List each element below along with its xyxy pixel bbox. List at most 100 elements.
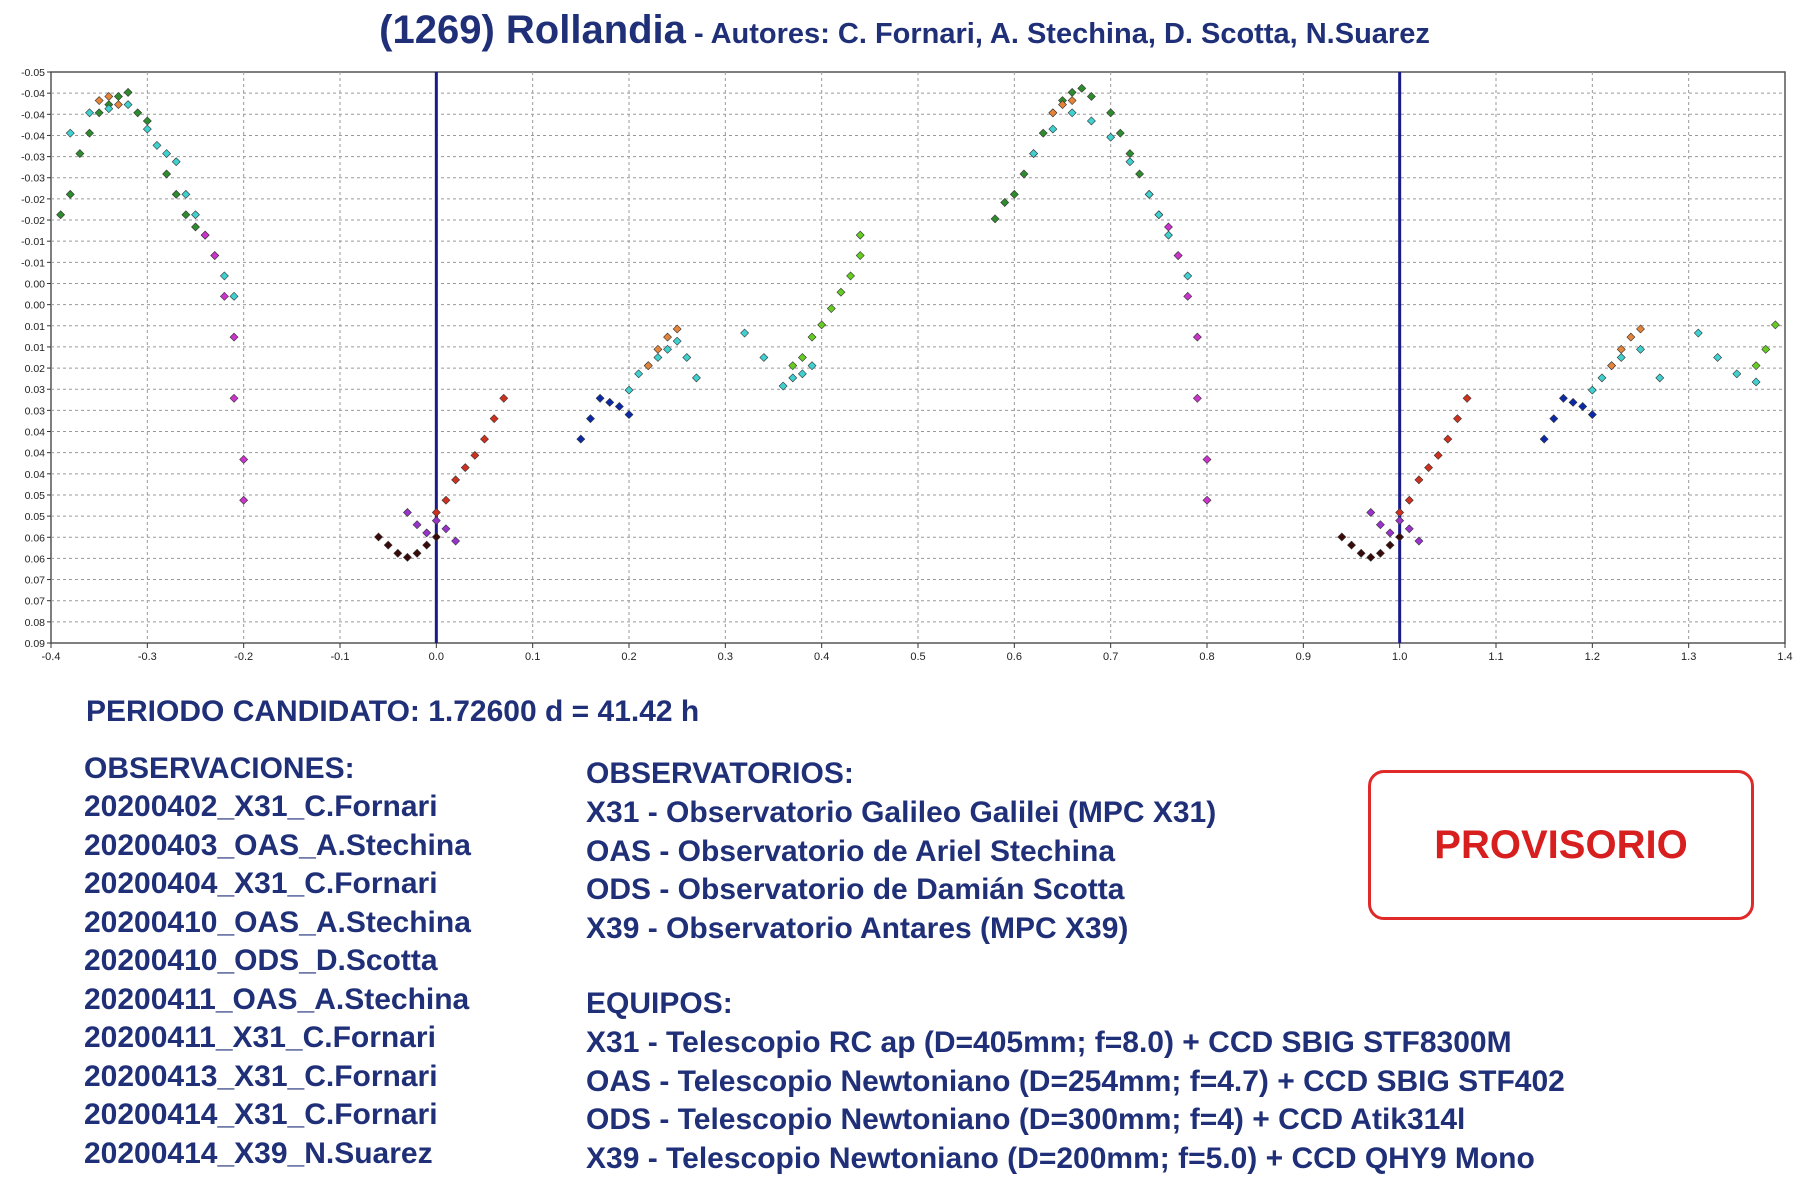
y-tick-label: 0.06 xyxy=(25,532,46,544)
y-tick-label: -0.04 xyxy=(21,88,45,100)
data-point xyxy=(1164,230,1173,240)
data-point xyxy=(431,532,441,542)
y-tick-label: 0.06 xyxy=(25,553,46,565)
data-point xyxy=(171,157,181,167)
x-tick-label: 1.1 xyxy=(1488,651,1503,663)
data-point xyxy=(1366,508,1376,517)
observation-item: 20200404_X31_C.Fornari xyxy=(84,867,438,900)
y-tick-label: 0.05 xyxy=(25,490,46,502)
data-point xyxy=(595,393,605,403)
data-point xyxy=(1192,393,1202,403)
data-point xyxy=(778,381,788,391)
x-tick-label: 1.0 xyxy=(1392,651,1407,663)
x-tick-label: 1.3 xyxy=(1681,651,1696,663)
data-point xyxy=(1385,528,1395,538)
data-point xyxy=(653,344,663,354)
data-point xyxy=(692,373,701,383)
observation-item: 20200410_ODS_D.Scotta xyxy=(84,944,438,977)
data-point xyxy=(1125,157,1135,167)
data-point xyxy=(1587,410,1597,420)
data-point xyxy=(855,230,865,240)
data-point xyxy=(576,434,586,444)
chart-title: (1269) Rollandia - Autores: C. Fornari, … xyxy=(0,8,1809,53)
data-point xyxy=(470,450,480,460)
data-point xyxy=(1443,434,1453,444)
x-tick-label: -0.1 xyxy=(331,651,350,663)
data-point xyxy=(624,410,634,420)
x-tick-label: 0.3 xyxy=(718,651,733,663)
data-point xyxy=(1067,96,1077,105)
y-tick-label: 0.02 xyxy=(25,363,46,375)
data-point xyxy=(1433,450,1443,460)
observatory-item: X39 - Observatorio Antares (MPC X39) xyxy=(586,911,1129,945)
observation-item: 20200410_OAS_A.Stechina xyxy=(84,905,471,939)
data-point xyxy=(1356,548,1366,558)
data-point xyxy=(104,104,114,114)
data-point xyxy=(499,393,509,403)
data-point xyxy=(239,495,249,505)
data-point xyxy=(229,291,239,301)
equipment-item: OAS - Telescopio Newtoniano (D=254mm; f=… xyxy=(586,1064,1565,1098)
x-tick-label: -0.2 xyxy=(234,651,253,663)
data-point xyxy=(412,520,422,530)
data-point xyxy=(1395,532,1405,542)
data-point xyxy=(383,540,393,550)
data-point xyxy=(422,540,432,550)
data-point xyxy=(1385,540,1395,550)
data-point xyxy=(441,495,451,505)
data-point xyxy=(1587,385,1597,395)
authors-line: - Autores: C. Fornari, A. Stechina, D. S… xyxy=(685,18,1430,50)
data-point xyxy=(663,332,672,342)
data-point xyxy=(239,455,249,464)
data-point xyxy=(374,532,383,542)
x-tick-label: 0.4 xyxy=(814,651,829,663)
equipment-item: X39 - Telescopio Newtoniano (D=200mm; f=… xyxy=(586,1141,1535,1175)
data-point xyxy=(1578,402,1588,411)
data-point xyxy=(1183,271,1193,281)
provisional-stamp: PROVISORIO xyxy=(1368,770,1754,920)
equipment-header: EQUIPOS: xyxy=(586,987,733,1020)
data-point xyxy=(797,353,807,362)
data-point xyxy=(460,463,470,473)
x-tick-label: 0.8 xyxy=(1199,651,1214,663)
x-tick-label: 0.5 xyxy=(910,651,925,663)
data-point xyxy=(94,108,104,118)
data-point xyxy=(85,108,94,118)
data-point xyxy=(1597,373,1607,383)
lightcurve-plot: -0.4 -0.3 -0.2 -0.1 0.0 0.1 0.2 0.3 0.4 0.5 0.6 0.7… xyxy=(21,67,1793,663)
y-tick-label: 0.04 xyxy=(25,469,46,481)
data-point xyxy=(1770,320,1780,330)
data-point xyxy=(1761,344,1771,354)
data-point xyxy=(1616,353,1626,362)
data-point xyxy=(672,336,682,346)
data-point xyxy=(1636,324,1645,334)
x-tick-label: 0.1 xyxy=(525,651,540,663)
data-point xyxy=(1337,532,1347,542)
data-point xyxy=(1453,414,1462,424)
y-tick-label: -0.03 xyxy=(21,173,45,185)
data-point xyxy=(990,214,1000,224)
data-point xyxy=(1404,524,1414,534)
y-tick-label: 0.00 xyxy=(25,300,46,312)
data-point xyxy=(855,251,865,260)
data-point xyxy=(614,402,624,411)
data-point xyxy=(759,353,769,362)
observatories-list: X31 - Observatorio Galileo Galilei (MPC … xyxy=(586,794,1216,948)
y-tick-label: -0.05 xyxy=(21,67,45,79)
x-tick-label: -0.4 xyxy=(42,651,61,663)
x-tick-label: 0.0 xyxy=(429,651,444,663)
data-point xyxy=(152,140,162,150)
x-tick-label: 0.9 xyxy=(1296,651,1311,663)
data-point xyxy=(200,230,210,240)
y-tick-label: 0.05 xyxy=(25,511,46,523)
data-point xyxy=(56,210,66,220)
equipment-item: ODS - Telescopio Newtoniano (D=300mm; f=… xyxy=(586,1103,1466,1136)
data-point xyxy=(1048,108,1058,118)
observatory-item: ODS - Observatorio de Damián Scotta xyxy=(586,873,1125,906)
data-point xyxy=(1202,495,1212,505)
y-tick-label: 0.03 xyxy=(25,405,46,417)
y-tick-label: -0.03 xyxy=(21,152,45,164)
data-point xyxy=(807,361,817,371)
observation-item: 20200414_X31_C.Fornari xyxy=(84,1098,438,1131)
data-point xyxy=(1000,198,1010,207)
